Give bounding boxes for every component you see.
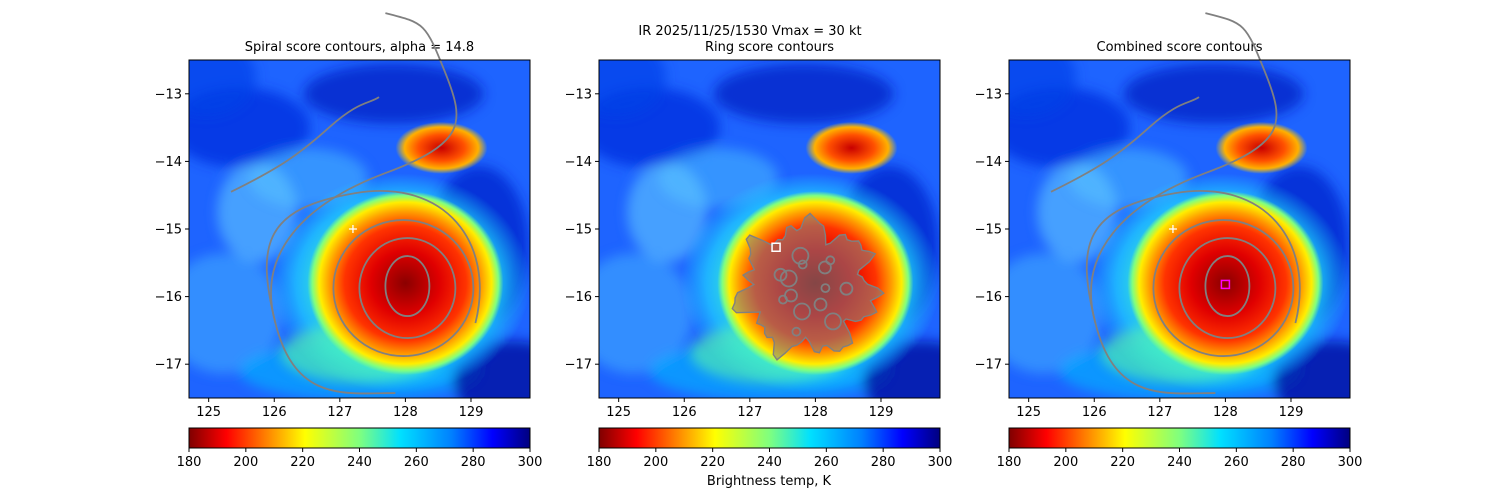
colorbar-tick-label: 260	[814, 455, 839, 470]
panel-3: Combined score contours 125 126 127 128 129 −1…	[975, 12, 1363, 470]
x-tick-label: 129	[869, 405, 894, 420]
y-tick-label: −15	[975, 223, 1002, 238]
colorbar-tick-label: 240	[1167, 455, 1192, 470]
y-tick-label: −16	[565, 290, 592, 305]
y-tick-label: −15	[565, 223, 592, 238]
x-tick-label: 126	[1082, 405, 1107, 420]
x-tick-label: 128	[803, 405, 828, 420]
colorbar-tick-label: 280	[871, 455, 896, 470]
y-tick-label: −13	[155, 87, 182, 102]
colorbar: 180 200 220 240 260 280 300	[997, 427, 1363, 470]
x-tick-label: 127	[1147, 405, 1172, 420]
heatmap-image	[189, 60, 530, 398]
center-fix-marker	[771, 242, 781, 253]
x-tick-label: 128	[393, 405, 418, 420]
colorbar-tick-label: 200	[643, 455, 668, 470]
heatmap-image	[1009, 60, 1350, 398]
colorbar-tick-label: 260	[1224, 455, 1249, 470]
y-tick-label: −14	[155, 155, 182, 170]
x-tick-label: 127	[737, 405, 762, 420]
colorbar-tick-label: 220	[1110, 455, 1135, 470]
center-fix-marker	[1220, 279, 1231, 290]
y-tick-label: −15	[155, 223, 182, 238]
y-tick-label: −13	[975, 87, 1002, 102]
colorbar-tick-label: 260	[404, 455, 429, 470]
panel-2: Ring score contours 125 126 127 128 129 −13 −14…	[565, 40, 953, 470]
colorbar-tick-label: 300	[928, 455, 953, 470]
y-tick-label: −14	[975, 155, 1002, 170]
x-tick-label: 125	[196, 405, 221, 420]
x-tick-label: 126	[672, 405, 697, 420]
colorbar: 180 200 220 240 260 280 300	[177, 427, 543, 470]
score-contours	[230, 12, 481, 395]
x-tick-label: 129	[459, 405, 484, 420]
y-tick-label: −14	[565, 155, 592, 170]
colorbar-tick-label: 180	[177, 455, 202, 470]
score-contours	[731, 212, 885, 361]
colorbar-tick-label: 200	[233, 455, 258, 470]
x-tick-label: 128	[1213, 405, 1238, 420]
colorbar: 180 200 220 240 260 280 300	[587, 427, 953, 470]
x-tick-label: 127	[327, 405, 352, 420]
y-tick-label: −16	[975, 290, 1002, 305]
center-guess-marker	[1168, 225, 1177, 233]
score-contours	[1050, 12, 1301, 395]
y-tick-label: −17	[565, 358, 592, 373]
y-tick-label: −13	[565, 87, 592, 102]
colorbar-tick-label: 200	[1053, 455, 1078, 470]
panel-title: Spiral score contours, alpha = 14.8	[245, 40, 474, 55]
panel-title: Combined score contours	[1097, 40, 1263, 55]
colorbar-tick-label: 180	[997, 455, 1022, 470]
colorbar-tick-label: 180	[587, 455, 612, 470]
heatmap-image	[599, 60, 940, 398]
colorbar-tick-label: 280	[461, 455, 486, 470]
y-tick-label: −16	[155, 290, 182, 305]
x-tick-label: 125	[606, 405, 631, 420]
colorbar-tick-label: 240	[347, 455, 372, 470]
colorbar-tick-label: 300	[1338, 455, 1363, 470]
panel-title: Ring score contours	[705, 40, 834, 55]
x-tick-label: 129	[1279, 405, 1304, 420]
colorbar-label: Brightness temp, K	[707, 474, 832, 489]
y-tick-label: −17	[975, 358, 1002, 373]
x-tick-label: 125	[1016, 405, 1041, 420]
colorbar-tick-label: 220	[290, 455, 315, 470]
colorbar-tick-label: 220	[700, 455, 725, 470]
panel-1: Spiral score contours, alpha = 14.8 125 12…	[155, 12, 543, 470]
x-tick-label: 126	[262, 405, 287, 420]
colorbar-tick-label: 280	[1281, 455, 1306, 470]
colorbar-tick-label: 240	[757, 455, 782, 470]
figure-suptitle: IR 2025/11/25/1530 Vmax = 30 kt	[638, 24, 862, 39]
center-guess-marker	[348, 225, 357, 233]
colorbar-tick-label: 300	[518, 455, 543, 470]
y-tick-label: −17	[155, 358, 182, 373]
